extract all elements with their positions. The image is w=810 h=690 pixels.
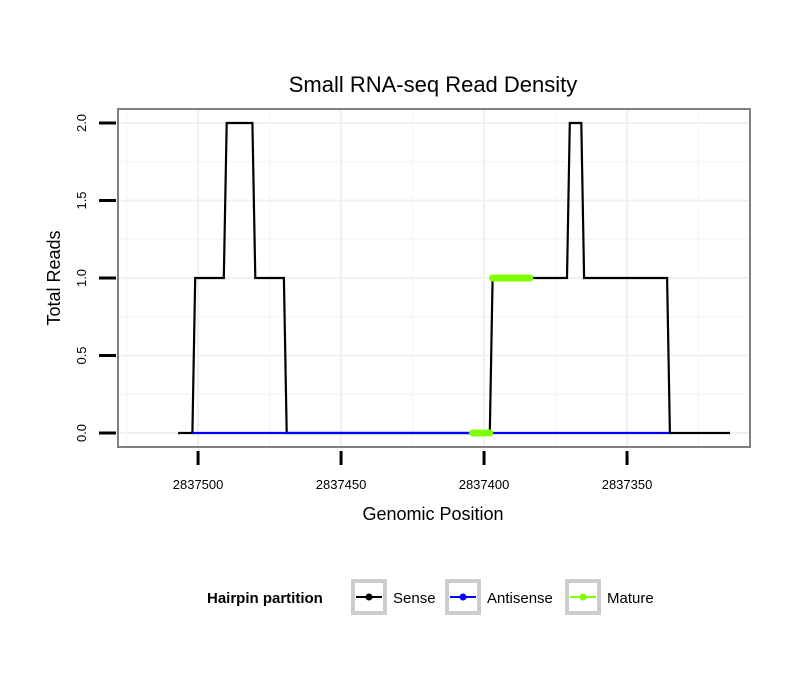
legend-entry-label: Sense [393,590,436,607]
legend: Hairpin partition Sense Antisense Mature [207,579,654,615]
plot-border [117,108,751,448]
y-tick-label: 1.0 [74,269,89,287]
x-tick-label: 2837500 [173,477,224,492]
legend-title: Hairpin partition [207,590,323,607]
x-axis: 2837500 2837450 2837400 2837350 [173,451,653,492]
y-tick-label: 2.0 [74,114,89,132]
series-layer [178,121,730,437]
x-axis-label: Genomic Position [362,504,503,524]
legend-key-point [579,593,587,601]
legend-entry-label: Antisense [487,590,553,607]
y-axis: 0.0 0.5 1.0 1.5 2.0 [74,114,116,442]
x-tick-label: 2837450 [316,477,367,492]
legend-entry-label: Mature [607,590,654,607]
series-sense-line [178,121,730,435]
legend-key-point [365,593,373,601]
chart-title: Small RNA-seq Read Density [289,72,578,97]
legend-key-point [459,593,467,601]
x-tick-label: 2837350 [602,477,653,492]
y-axis-label: Total Reads [44,230,64,325]
y-tick-label: 0.5 [74,346,89,364]
y-tick-label: 0.0 [74,424,89,442]
x-tick-label: 2837400 [459,477,510,492]
y-tick-label: 1.5 [74,191,89,209]
